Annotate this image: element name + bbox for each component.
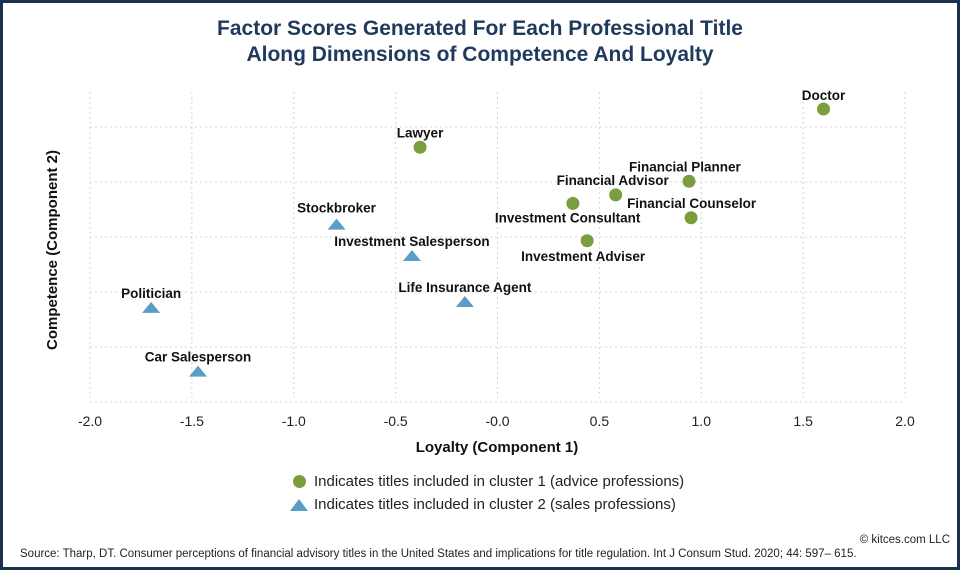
x-tick-label: -1.0 [282,413,306,429]
legend-item-cluster1: Indicates titles included in cluster 1 (… [288,470,684,493]
circle-marker-icon [288,475,310,488]
legend: Indicates titles included in cluster 1 (… [288,470,684,516]
point-label-financial-advisor: Financial Advisor [557,173,670,188]
point-investment-adviser [580,234,594,248]
x-tick-label: -0.0 [485,413,509,429]
triangle-marker-icon [288,498,310,511]
point-label-politician: Politician [121,286,181,301]
point-label-doctor: Doctor [802,88,846,103]
x-tick-label: 1.0 [692,413,712,429]
x-tick-label: 0.5 [590,413,610,429]
source-citation: Source: Tharp, DT. Consumer perceptions … [20,548,857,560]
chart-title: Factor Scores Generated For Each Profess… [0,16,960,68]
point-label-car-salesperson: Car Salesperson [145,350,252,365]
title-line-2: Along Dimensions of Competence And Loyal… [246,43,714,66]
x-tick-label: 2.0 [895,413,915,429]
point-lawyer [413,140,427,154]
x-tick-label: -0.5 [384,413,408,429]
copyright: © kitces.com LLC [859,534,950,546]
point-life-insurance-agent [455,295,474,307]
point-label-investment-salesperson: Investment Salesperson [334,234,489,249]
y-axis-title: Competence (Component 2) [44,150,61,350]
x-tick-label: 1.5 [793,413,813,429]
point-stockbroker [327,218,346,230]
legend-label-cluster2: Indicates titles included in cluster 2 (… [314,496,676,513]
legend-label-cluster1: Indicates titles included in cluster 1 (… [314,473,685,490]
point-label-financial-planner: Financial Planner [629,159,742,174]
point-investment-consultant [566,196,580,210]
point-label-financial-counselor: Financial Counselor [627,196,757,211]
point-investment-salesperson [402,250,421,262]
point-financial-planner [682,174,696,188]
point-label-life-insurance-agent: Life Insurance Agent [398,280,532,295]
point-label-stockbroker: Stockbroker [297,201,377,216]
point-car-salesperson [188,365,207,377]
point-label-investment-consultant: Investment Consultant [495,210,641,225]
point-financial-advisor [609,188,623,202]
point-doctor [817,102,830,116]
point-financial-counselor [684,211,698,225]
point-label-lawyer: Lawyer [397,125,444,140]
legend-item-cluster2: Indicates titles included in cluster 2 (… [288,493,684,516]
title-line-1: Factor Scores Generated For Each Profess… [217,17,743,40]
x-axis-title: Loyalty (Component 1) [416,439,579,456]
point-politician [142,301,161,313]
x-tick-label: -2.0 [78,413,102,429]
x-tick-label: -1.5 [180,413,204,429]
point-label-investment-adviser: Investment Adviser [521,249,646,264]
